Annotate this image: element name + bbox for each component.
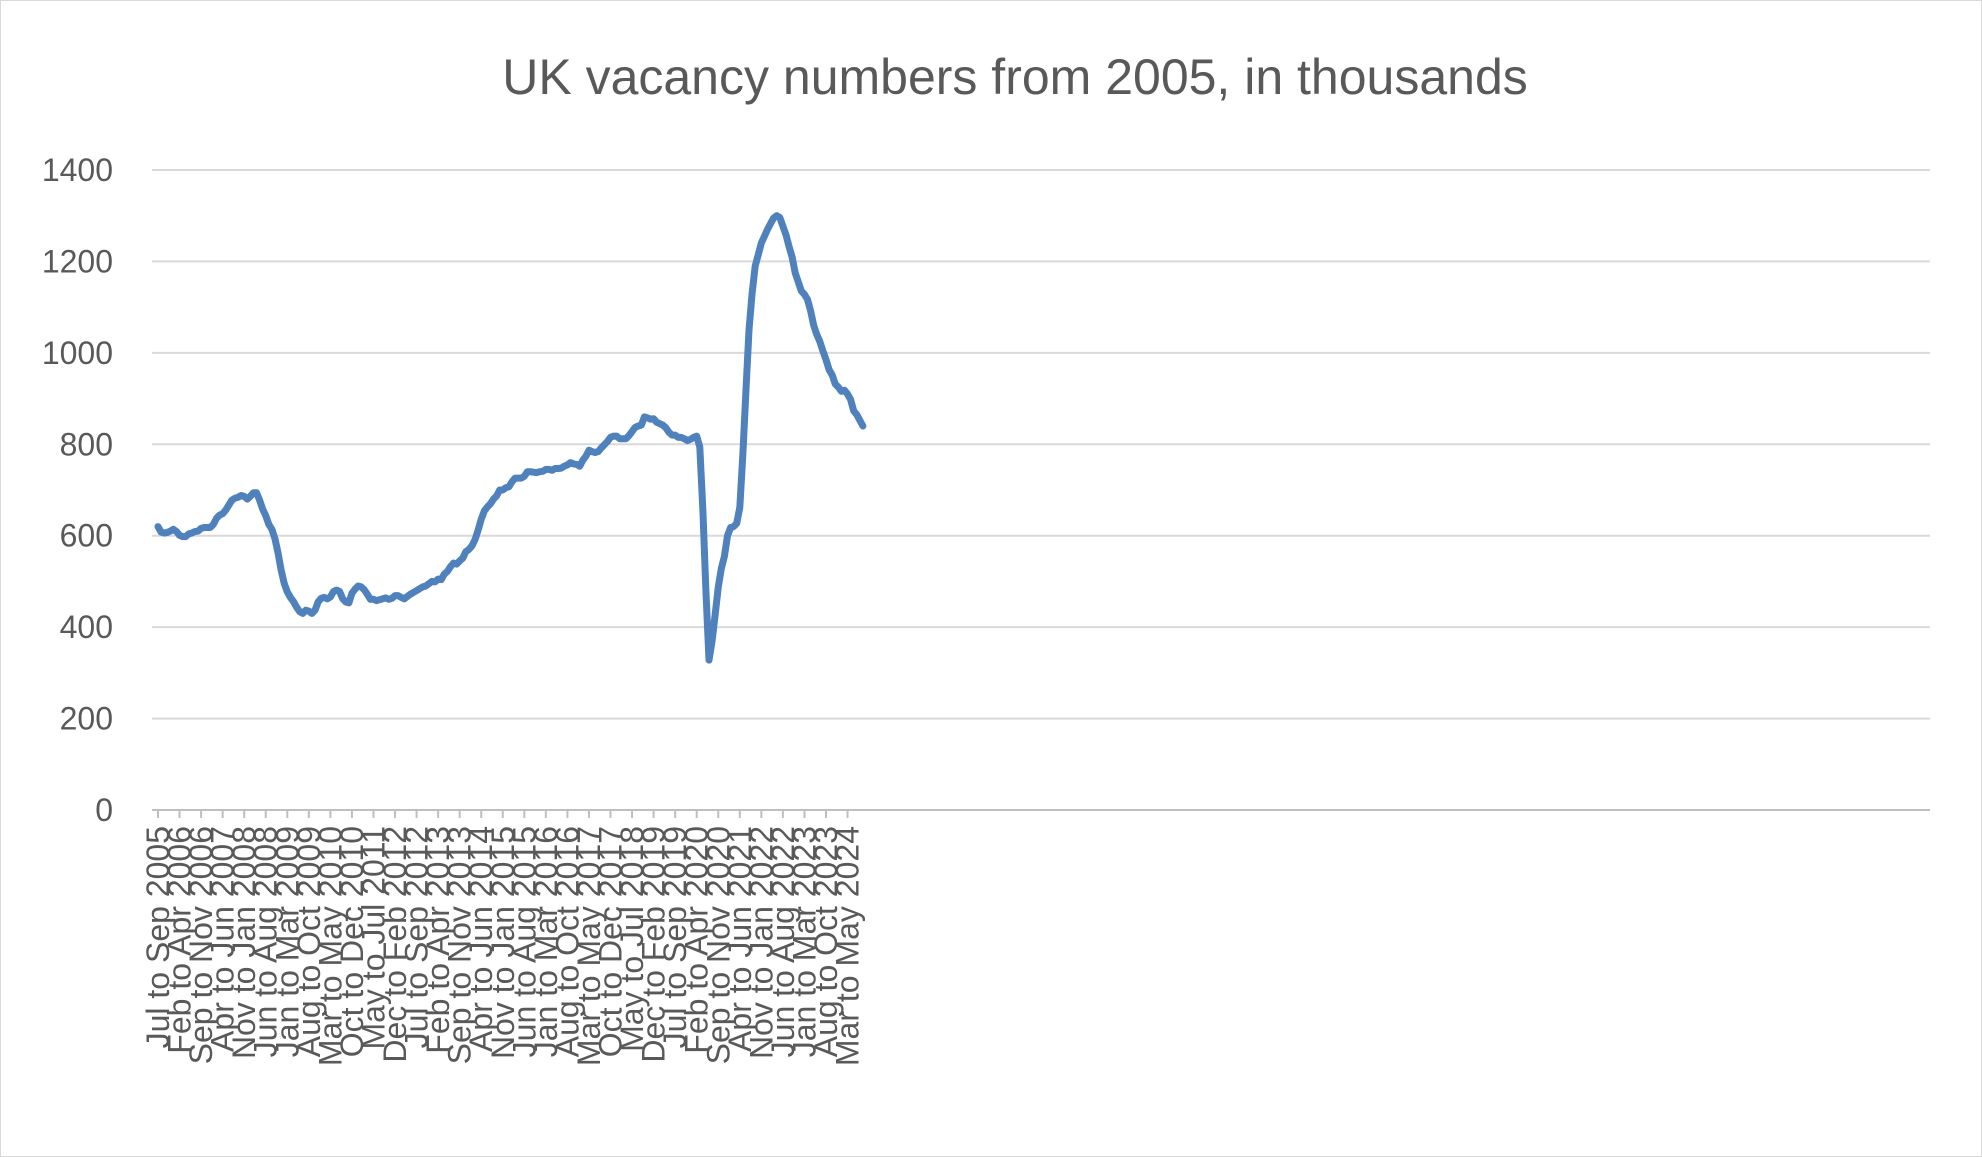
x-tick-label: Nov to Jan 2015 xyxy=(485,826,521,1059)
x-tick-label: Feb to Apr 2013 xyxy=(420,826,456,1054)
x-tick-label: Dec to Feb 2019 xyxy=(636,826,672,1063)
y-tick-label: 200 xyxy=(60,701,113,737)
x-tick-label: Sep to Nov 2006 xyxy=(183,826,219,1064)
x-tick-label: Nov to Jan 2022 xyxy=(743,826,779,1059)
x-tick-label: May to Jul 2018 xyxy=(614,826,650,1052)
x-tick-label: Apr to Jun 2007 xyxy=(205,826,241,1052)
y-tick-label: 1200 xyxy=(42,243,113,279)
x-tick-label: May to Jul 2011 xyxy=(355,826,391,1050)
x-tick-label: Jul to Sep 2005 xyxy=(140,826,176,1048)
y-tick-label: 800 xyxy=(60,426,113,462)
x-tick-label: Jul to Sep 2012 xyxy=(399,826,435,1048)
y-tick-label: 1000 xyxy=(42,335,113,371)
x-tick-label: Nov to Jan 2008 xyxy=(226,826,262,1059)
x-tick-label: Oct to Dec 2010 xyxy=(334,826,370,1057)
x-tick-label: Jun to Aug 2008 xyxy=(248,826,284,1057)
x-tick-label: Apr to Jun 2021 xyxy=(722,826,758,1052)
chart-title: UK vacancy numbers from 2005, in thousan… xyxy=(502,49,1528,105)
x-tick-label: Jul to Sep 2019 xyxy=(657,826,693,1048)
y-tick-label: 0 xyxy=(95,792,113,828)
x-tick-label: Jun to Aug 2015 xyxy=(506,826,542,1057)
x-tick-label: Feb to Apr 2020 xyxy=(679,826,715,1054)
x-tick-label: Jun to Aug 2022 xyxy=(765,826,801,1057)
x-tick-label: Sep to Nov 2013 xyxy=(442,826,478,1064)
x-tick-label: Jan to Mar 2016 xyxy=(528,826,564,1057)
x-tick-label: Jan to Mar 2023 xyxy=(786,826,822,1057)
gridlines xyxy=(152,169,1930,811)
y-tick-label: 600 xyxy=(60,518,113,554)
x-tick-label: Mar to May 2010 xyxy=(312,826,348,1066)
y-tick-label: 400 xyxy=(60,609,113,645)
series-layer xyxy=(154,212,867,664)
x-tick-label: Oct to Dec 2017 xyxy=(593,826,629,1057)
x-tick-label: Apr to Jun 2014 xyxy=(463,826,499,1052)
x-tick-label: Jan to Mar 2009 xyxy=(269,826,305,1057)
x-tick-label: Mar to May 2017 xyxy=(571,826,607,1066)
y-tick-label: 1400 xyxy=(42,152,113,188)
x-tick-label: Feb to Apr 2006 xyxy=(162,826,198,1054)
x-tick-label: Sep to Nov 2020 xyxy=(700,826,736,1064)
y-axis-tick-labels: 0 200 400 600 800 1000 1200 1400 xyxy=(42,152,113,828)
x-tick-label: Mar to May 2024 xyxy=(830,826,866,1066)
x-tick-label: Aug to Oct 2016 xyxy=(549,826,585,1057)
series-line xyxy=(154,212,867,664)
x-tick-label: Aug to Oct 2009 xyxy=(291,826,327,1057)
x-tick-label: Dec to Feb 2012 xyxy=(377,826,413,1063)
x-tick-label: Aug to Oct 2023 xyxy=(808,826,844,1057)
